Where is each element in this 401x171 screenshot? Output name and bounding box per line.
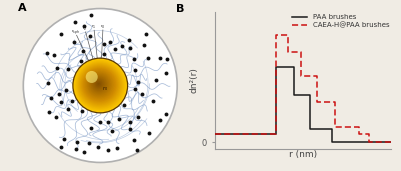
CAEA-H@PAA brushes [389, 141, 393, 143]
Circle shape [81, 66, 119, 104]
Circle shape [81, 67, 118, 103]
Circle shape [77, 62, 124, 109]
Circle shape [97, 82, 100, 86]
Legend: PAA brushes, CAEA-H@PAA brushes: PAA brushes, CAEA-H@PAA brushes [292, 14, 389, 29]
PAA brushes [389, 141, 393, 143]
Circle shape [87, 73, 111, 97]
Circle shape [79, 65, 120, 105]
Circle shape [87, 72, 112, 97]
X-axis label: r (nm): r (nm) [289, 150, 317, 159]
Circle shape [96, 82, 101, 86]
Circle shape [88, 74, 110, 95]
Line: CAEA-H@PAA brushes: CAEA-H@PAA brushes [215, 35, 391, 142]
Circle shape [85, 70, 113, 99]
PAA brushes [308, 94, 312, 96]
PAA brushes [367, 141, 371, 143]
Text: $r_2$: $r_2$ [82, 25, 87, 33]
CAEA-H@PAA brushes [299, 75, 304, 77]
Text: B: B [176, 4, 184, 14]
Circle shape [75, 60, 126, 111]
Circle shape [91, 77, 107, 92]
Circle shape [95, 81, 102, 87]
Circle shape [85, 70, 114, 100]
CAEA-H@PAA brushes [286, 34, 290, 36]
Circle shape [76, 61, 124, 109]
CAEA-H@PAA brushes [286, 51, 290, 53]
Circle shape [91, 76, 107, 93]
Circle shape [95, 80, 103, 88]
Circle shape [84, 69, 115, 101]
Circle shape [93, 79, 104, 90]
Circle shape [80, 65, 119, 105]
Circle shape [86, 71, 112, 98]
Circle shape [74, 59, 126, 112]
Circle shape [77, 62, 123, 108]
Text: A: A [18, 3, 27, 13]
Circle shape [92, 78, 105, 91]
Circle shape [94, 80, 103, 88]
CAEA-H@PAA brushes [212, 133, 217, 135]
PAA brushes [330, 141, 334, 143]
Circle shape [94, 79, 104, 89]
Circle shape [97, 83, 99, 85]
Circle shape [83, 68, 117, 102]
Circle shape [93, 78, 105, 90]
Circle shape [78, 63, 122, 107]
Circle shape [90, 76, 108, 93]
Circle shape [82, 67, 117, 102]
Line: PAA brushes: PAA brushes [215, 67, 391, 142]
CAEA-H@PAA brushes [274, 133, 279, 135]
Circle shape [79, 64, 121, 106]
Circle shape [89, 74, 109, 95]
CAEA-H@PAA brushes [274, 34, 279, 36]
Circle shape [89, 75, 109, 94]
Y-axis label: dn²(r): dn²(r) [190, 67, 199, 93]
CAEA-H@PAA brushes [333, 101, 338, 103]
PAA brushes [308, 128, 312, 130]
PAA brushes [367, 141, 371, 143]
Circle shape [73, 59, 127, 112]
Circle shape [98, 83, 99, 84]
CAEA-H@PAA brushes [367, 141, 371, 143]
Text: $r_0$: $r_0$ [102, 84, 108, 93]
Circle shape [83, 68, 116, 101]
CAEA-H@PAA brushes [333, 126, 338, 128]
Circle shape [88, 73, 111, 96]
Text: $r_0$: $r_0$ [100, 23, 106, 31]
Circle shape [73, 58, 128, 113]
PAA brushes [292, 94, 296, 96]
Circle shape [23, 9, 177, 162]
CAEA-H@PAA brushes [315, 101, 320, 103]
Circle shape [77, 63, 122, 108]
Circle shape [79, 64, 121, 106]
Circle shape [75, 61, 125, 110]
Circle shape [75, 60, 125, 110]
PAA brushes [274, 66, 279, 68]
Circle shape [81, 66, 118, 103]
Circle shape [90, 75, 108, 94]
PAA brushes [212, 133, 217, 135]
CAEA-H@PAA brushes [315, 75, 320, 77]
Circle shape [86, 71, 113, 98]
Text: $r_1$: $r_1$ [91, 24, 97, 31]
Circle shape [86, 71, 98, 83]
PAA brushes [330, 128, 334, 130]
Text: $r_{sph}$: $r_{sph}$ [71, 28, 80, 37]
PAA brushes [274, 133, 279, 135]
CAEA-H@PAA brushes [299, 51, 304, 53]
Circle shape [84, 69, 115, 100]
CAEA-H@PAA brushes [356, 126, 361, 128]
Circle shape [92, 77, 106, 91]
PAA brushes [292, 66, 296, 68]
Circle shape [96, 81, 101, 87]
CAEA-H@PAA brushes [367, 133, 371, 135]
CAEA-H@PAA brushes [356, 133, 361, 135]
